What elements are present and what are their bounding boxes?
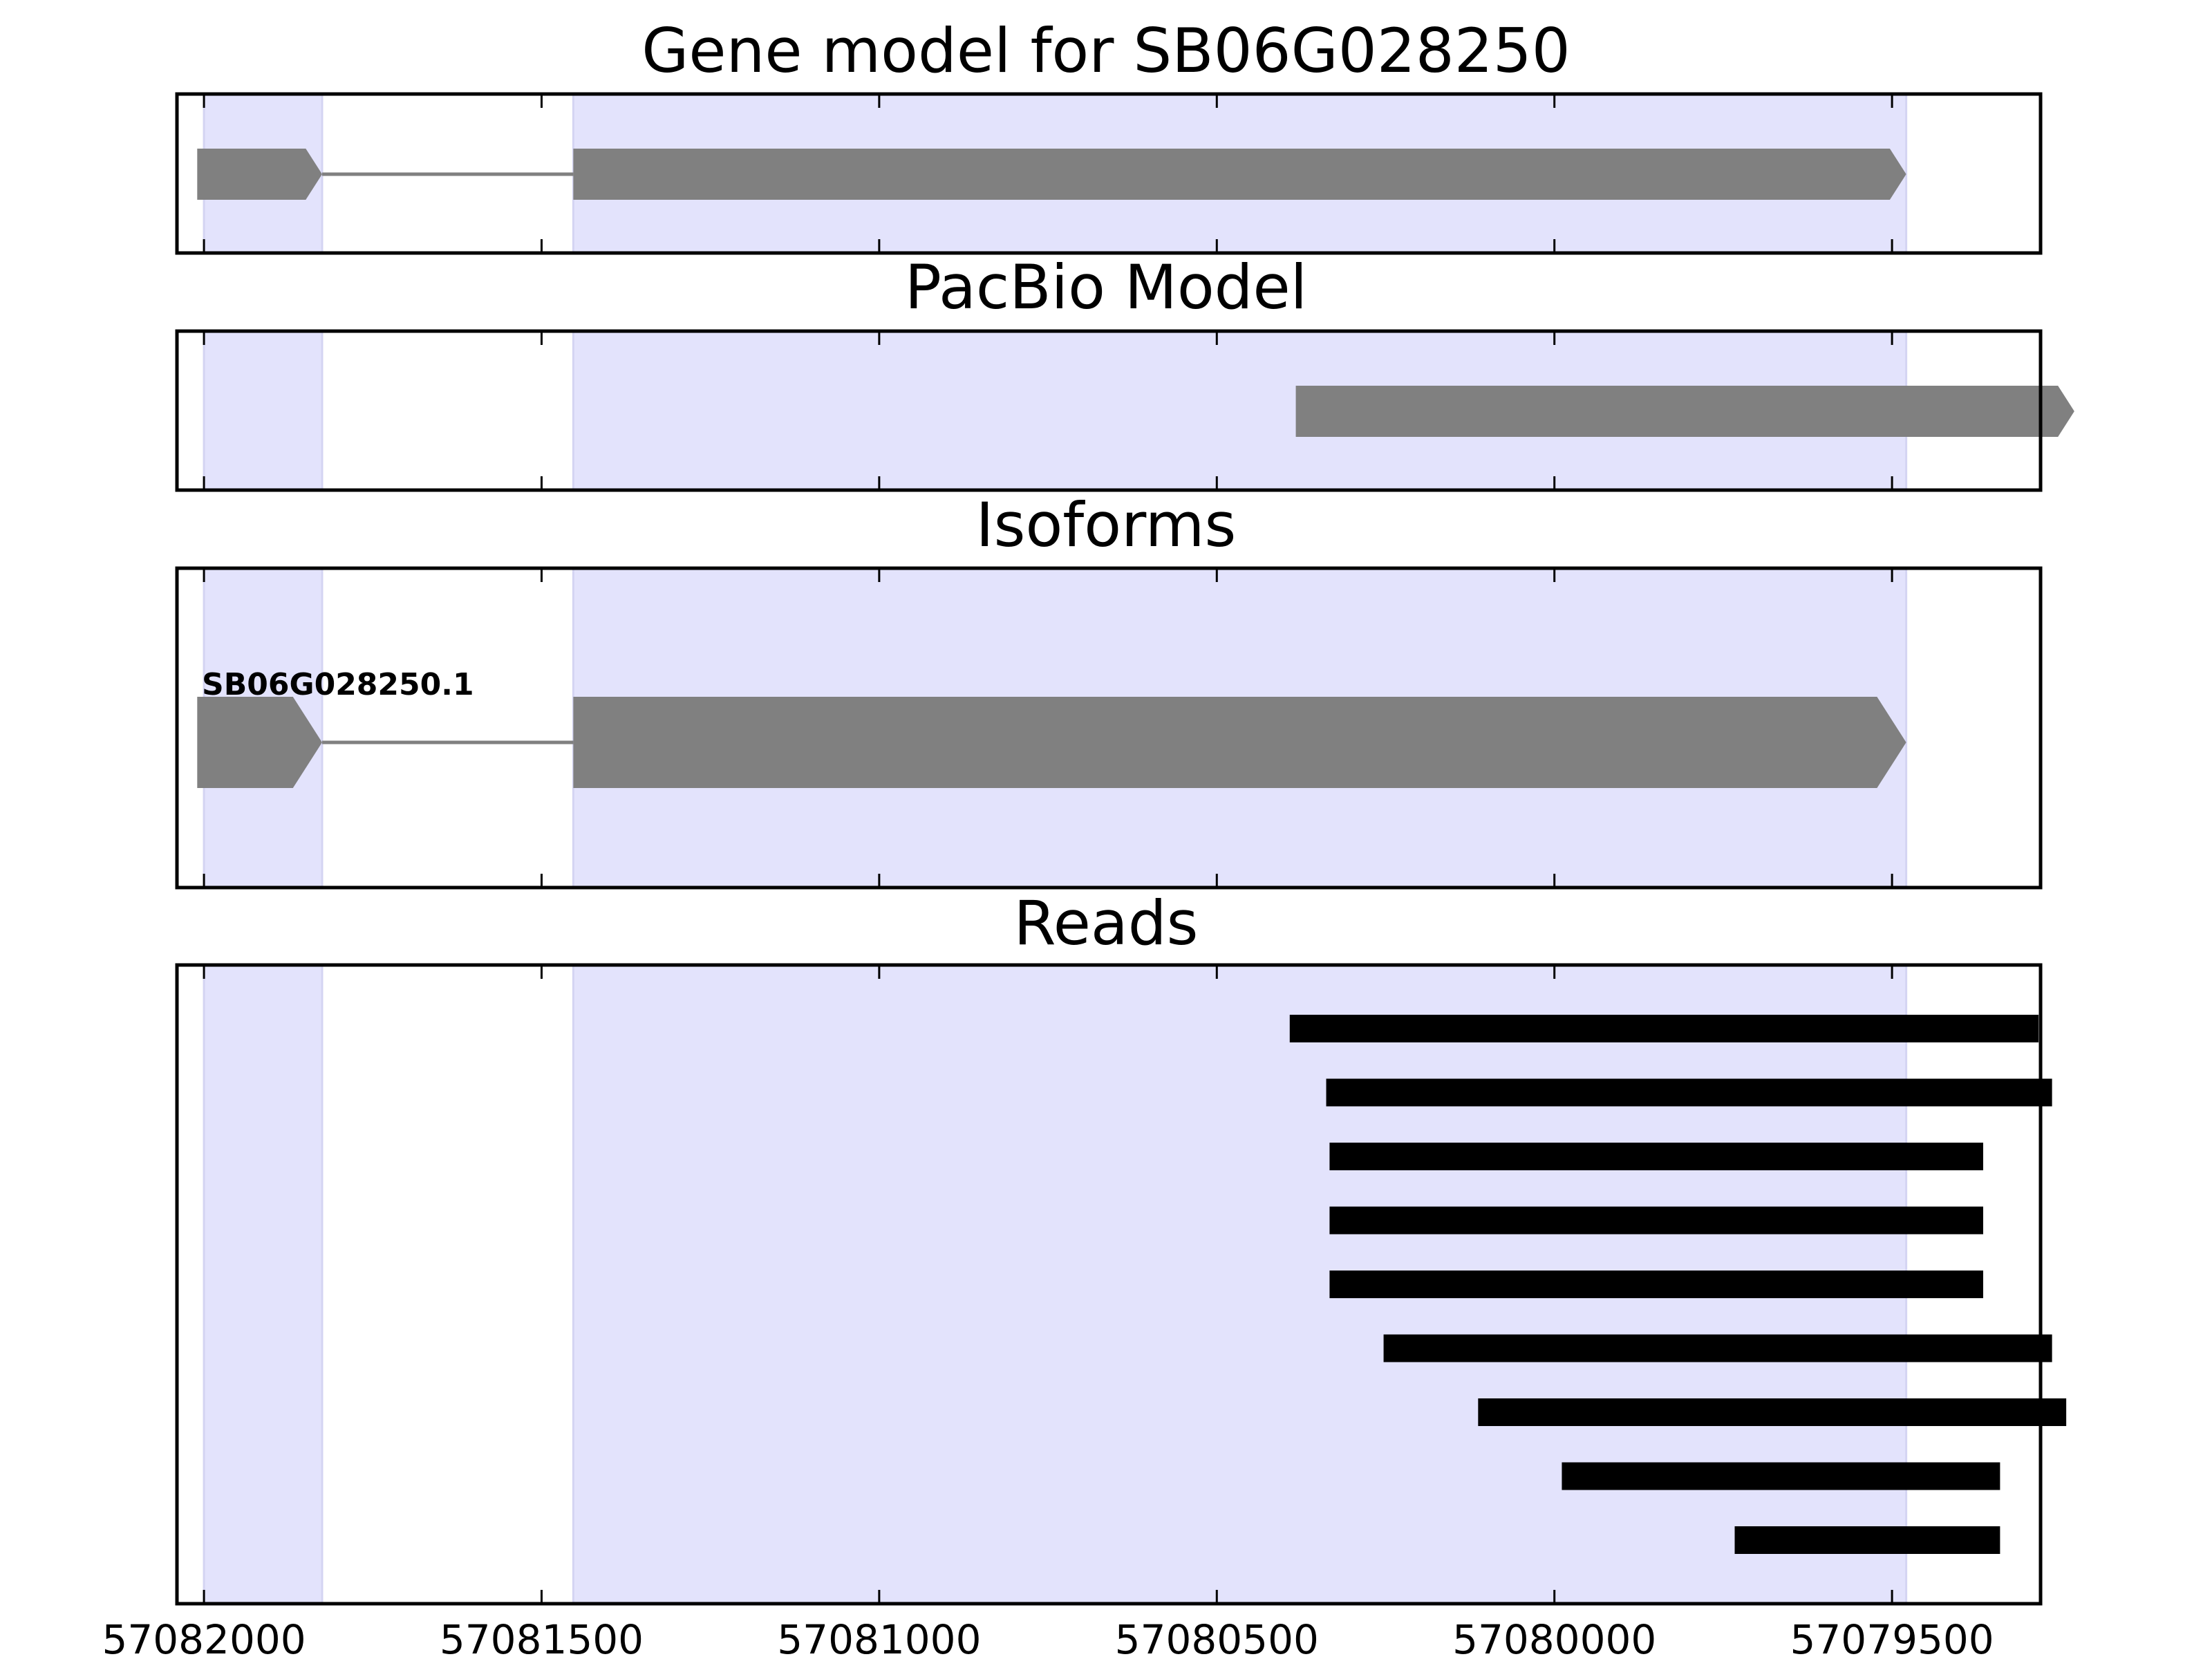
isoform-label: SB06G028250.1 [202, 667, 474, 702]
panel-title-gene-model: Gene model for SB06G028250 [641, 15, 1571, 86]
read-bar [1478, 1398, 2067, 1426]
read-bar [1289, 1015, 2039, 1042]
panel-title-reads: Reads [1014, 888, 1199, 959]
exon-shade-band [203, 964, 324, 1605]
read-bar [1383, 1334, 2052, 1362]
exon-block-arrow [1295, 386, 2074, 437]
reads-panel [203, 964, 2067, 1605]
read-bar [1734, 1526, 2000, 1554]
x-tick-label: 57080000 [1452, 1616, 1656, 1659]
gene-model-panel [197, 93, 1908, 254]
isoforms-panel [197, 567, 1908, 889]
x-axis-tick-labels: 57082000 57081500 57081000 57080500 5708… [102, 1616, 1994, 1659]
pacbio-model-axes-frame [175, 329, 2043, 492]
pacbio-model-panel [203, 330, 2074, 491]
exon-block [197, 697, 323, 788]
exon-block [197, 149, 323, 200]
read-bar [1329, 1143, 1983, 1170]
read-bar [1329, 1271, 1983, 1298]
x-tick-label: 57081000 [777, 1616, 981, 1659]
isoforms-axes-frame [175, 566, 2043, 890]
x-tick-label: 57079500 [1790, 1616, 1994, 1659]
exon-block-arrow [573, 149, 1906, 200]
read-bar [1329, 1206, 1983, 1235]
exon-block-arrow [573, 697, 1906, 788]
x-tick-label: 57081500 [440, 1616, 644, 1659]
read-bar [1326, 1078, 2052, 1107]
panel-title-isoforms: Isoforms [976, 489, 1237, 561]
x-tick-label: 57080500 [1115, 1616, 1319, 1659]
reads-axes-frame [175, 963, 2043, 1606]
gene-model-axes-frame [175, 92, 2043, 255]
panel-title-pacbio-model: PacBio Model [905, 252, 1307, 323]
exon-shade-band [203, 330, 324, 491]
x-tick-label: 57082000 [102, 1616, 306, 1659]
read-bar [1562, 1462, 2000, 1490]
